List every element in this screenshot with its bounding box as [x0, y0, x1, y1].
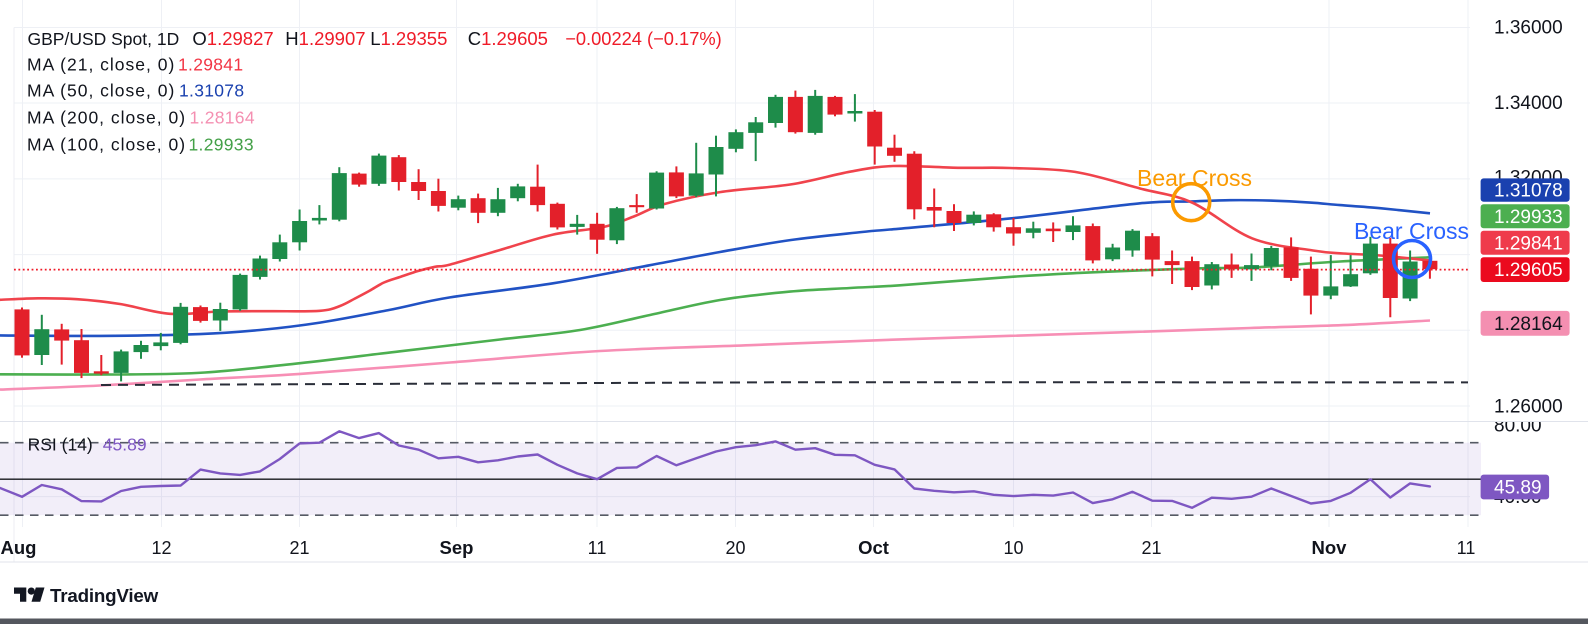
- svg-text:21: 21: [1141, 538, 1161, 558]
- svg-text:H1.29907: H1.29907: [285, 28, 365, 49]
- svg-text:L1.29355: L1.29355: [370, 28, 447, 49]
- svg-text:45.89: 45.89: [103, 434, 147, 454]
- svg-text:45.89: 45.89: [1494, 478, 1542, 499]
- svg-text:MA (50, close, 0): MA (50, close, 0): [27, 80, 175, 100]
- svg-text:TradingView: TradingView: [50, 585, 159, 606]
- svg-text:MA (100, close, 0): MA (100, close, 0): [27, 134, 186, 154]
- svg-text:20: 20: [725, 538, 745, 558]
- svg-text:1.29933: 1.29933: [1494, 207, 1563, 228]
- svg-text:Oct: Oct: [858, 537, 889, 558]
- svg-text:1.31078: 1.31078: [179, 80, 244, 100]
- svg-text:O1.29827: O1.29827: [192, 28, 273, 49]
- svg-text:RSI (14): RSI (14): [28, 434, 93, 454]
- svg-text:Sep: Sep: [440, 537, 474, 558]
- svg-text:MA (21, close, 0): MA (21, close, 0): [27, 55, 175, 75]
- svg-text:1.29605: 1.29605: [1494, 260, 1563, 281]
- svg-text:12: 12: [151, 538, 171, 558]
- svg-text:1.28164: 1.28164: [1494, 314, 1563, 335]
- svg-text:1.31078: 1.31078: [1494, 181, 1563, 202]
- svg-text:11: 11: [1457, 538, 1476, 558]
- svg-text:1.28164: 1.28164: [190, 108, 255, 128]
- svg-text:Aug: Aug: [1, 537, 37, 558]
- svg-text:Bear Cross: Bear Cross: [1137, 165, 1252, 191]
- svg-text:1.29933: 1.29933: [189, 134, 254, 154]
- svg-text:MA (200, close, 0): MA (200, close, 0): [27, 108, 186, 128]
- svg-text:−0.00224 (−0.17%): −0.00224 (−0.17%): [565, 28, 722, 49]
- svg-text:80.00: 80.00: [1494, 416, 1542, 437]
- svg-text:GBP/USD Spot, 1D: GBP/USD Spot, 1D: [28, 29, 180, 49]
- svg-text:1.34000: 1.34000: [1494, 93, 1563, 114]
- svg-text:C1.29605: C1.29605: [468, 28, 548, 49]
- svg-text:Nov: Nov: [1312, 537, 1348, 558]
- svg-text:10: 10: [1003, 538, 1023, 558]
- svg-text:1.26000: 1.26000: [1494, 397, 1563, 418]
- svg-text:1.29841: 1.29841: [1494, 233, 1563, 254]
- svg-text:1.36000: 1.36000: [1494, 18, 1563, 39]
- svg-text:11: 11: [588, 538, 607, 558]
- svg-text:21: 21: [289, 538, 309, 558]
- svg-text:1.29841: 1.29841: [178, 55, 243, 75]
- svg-text:Bear Cross: Bear Cross: [1354, 218, 1469, 244]
